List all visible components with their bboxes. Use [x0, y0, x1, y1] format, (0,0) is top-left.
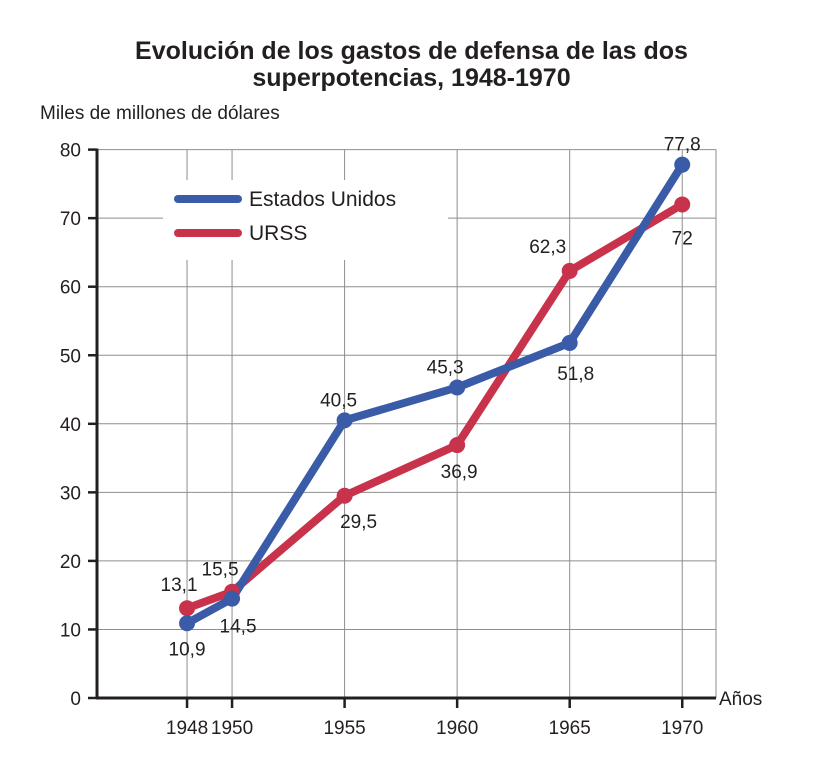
x-tick-label: 1948 — [166, 718, 208, 739]
x-tick-label: 1970 — [661, 718, 703, 739]
data-label: 45,3 — [427, 357, 464, 378]
data-point — [179, 600, 196, 617]
y-tick-label: 20 — [60, 552, 81, 573]
data-label: 15,5 — [202, 560, 239, 581]
data-point — [336, 487, 353, 504]
data-label: 13,1 — [161, 575, 198, 596]
data-label: 62,3 — [529, 237, 566, 258]
data-labels: 10,9 14,5 40,5 45,3 51,8 77,8 13,115,5 29,5 36,9… — [161, 135, 701, 661]
x-tick-label: 1965 — [549, 718, 591, 739]
series-group — [179, 156, 691, 632]
y-tick-label: 40 — [60, 415, 81, 436]
x-tick-label: 1955 — [323, 718, 365, 739]
data-label: 10,9 — [169, 639, 206, 660]
data-point — [561, 262, 578, 279]
data-point — [336, 412, 353, 429]
legend: Estados Unidos URSS — [163, 180, 448, 260]
x-axis-label: Años — [719, 689, 762, 710]
y-axis-label: Miles de millones de dólares — [40, 103, 280, 124]
y-tick-label: 0 — [70, 689, 81, 710]
x-tick-label: 1960 — [436, 718, 478, 739]
chart-title-line-1: Evolución de los gastos de defensa de la… — [135, 37, 688, 65]
data-label: 14,5 — [220, 617, 257, 638]
data-point — [674, 196, 691, 213]
x-tick-label: 1950 — [211, 718, 253, 739]
data-label: 77,8 — [664, 135, 701, 156]
y-tick-label: 50 — [60, 346, 81, 367]
y-tick-label: 10 — [60, 620, 81, 641]
legend-background — [163, 180, 448, 260]
legend-label: Estados Unidos — [249, 188, 396, 211]
y-tick-label: 70 — [60, 209, 81, 230]
data-label: 72 — [672, 228, 693, 249]
data-label: 36,9 — [441, 462, 478, 483]
data-label: 40,5 — [320, 390, 357, 411]
y-tick-label: 30 — [60, 483, 81, 504]
legend-label: URSS — [249, 222, 307, 245]
data-point — [561, 334, 578, 351]
data-point — [674, 156, 691, 173]
y-tick-label: 80 — [60, 141, 81, 162]
data-label: 29,5 — [340, 512, 377, 533]
y-tick-label: 60 — [60, 278, 81, 299]
axes: 0 10 20 30 40 50 60 70 80 1948 1950 1955 1960 1965 197… — [60, 141, 762, 739]
chart-title-line-2: superpotencias, 1948-1970 — [252, 64, 571, 92]
data-point — [449, 379, 466, 396]
data-point — [449, 437, 466, 454]
series-line — [183, 160, 687, 628]
data-point — [224, 590, 241, 607]
data-point — [179, 615, 196, 632]
data-label: 51,8 — [557, 364, 594, 385]
